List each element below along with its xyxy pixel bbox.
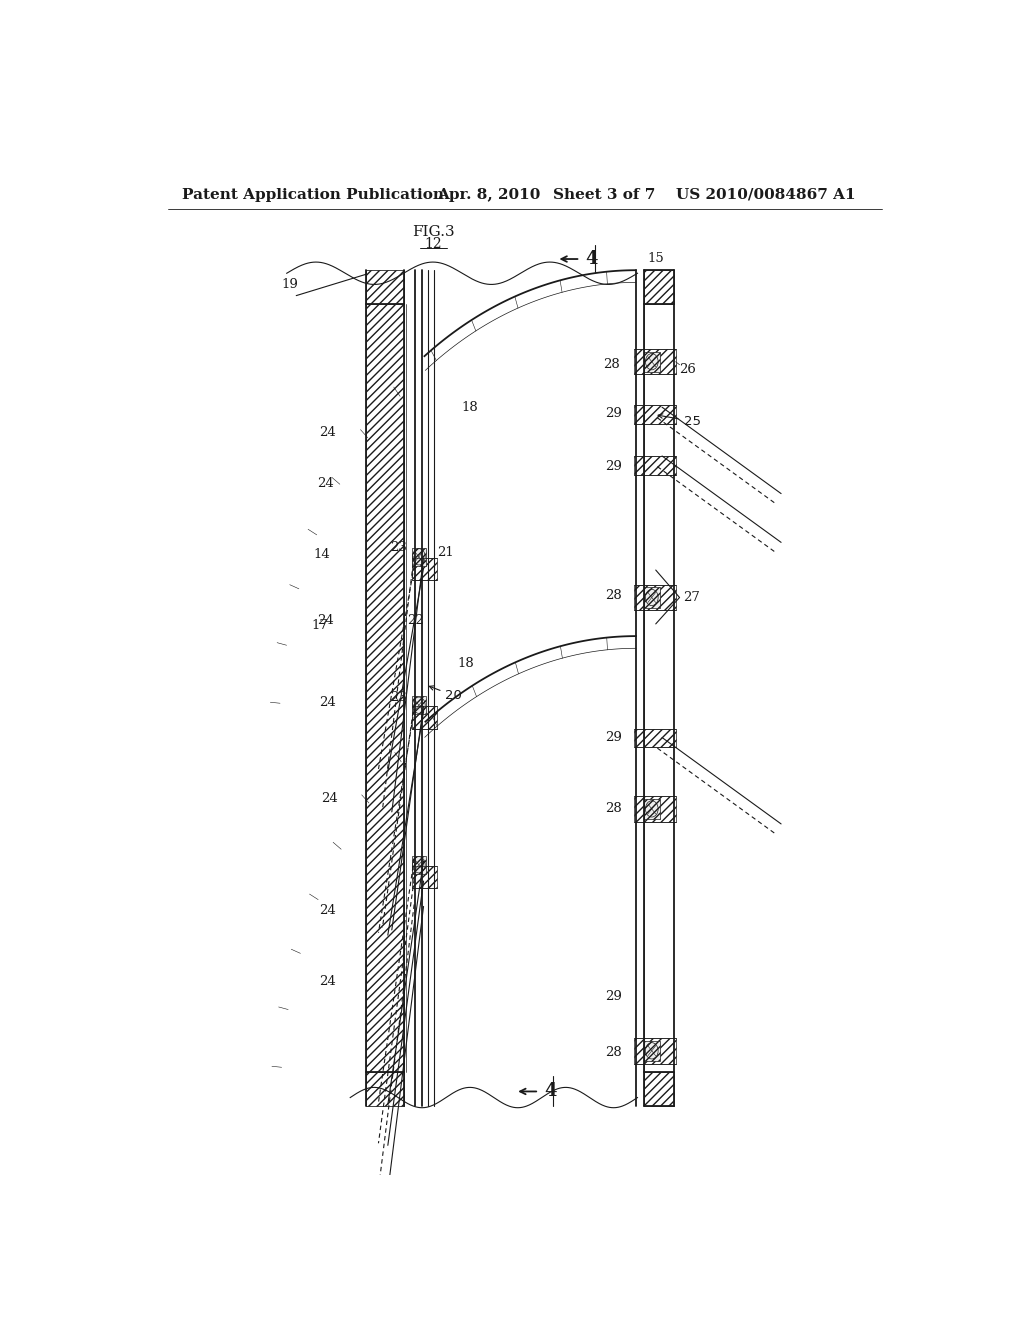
Text: 23: 23 (390, 541, 407, 554)
Text: 24: 24 (319, 426, 336, 440)
Text: 28: 28 (605, 589, 622, 602)
Text: 22: 22 (408, 614, 424, 627)
Bar (412, 696, 426, 714)
Bar (412, 855, 426, 874)
Text: 25: 25 (658, 413, 700, 428)
Bar (644, 1040, 659, 1061)
Text: 14: 14 (313, 548, 331, 561)
Text: 24: 24 (317, 614, 334, 627)
Text: 4: 4 (585, 249, 598, 268)
Text: 19: 19 (282, 279, 299, 290)
Bar (644, 587, 659, 607)
Text: 29: 29 (605, 407, 622, 420)
Text: 18: 18 (458, 657, 474, 671)
Bar (634, 348, 676, 375)
Bar (634, 1038, 676, 1064)
Text: 12: 12 (425, 236, 442, 251)
Text: 24: 24 (319, 696, 336, 709)
Bar (634, 729, 676, 747)
Text: 18: 18 (461, 401, 478, 414)
Text: 21: 21 (437, 546, 455, 560)
Bar (634, 457, 676, 474)
Bar (634, 405, 676, 424)
Text: 29: 29 (605, 459, 622, 473)
Text: 24: 24 (317, 477, 334, 490)
Bar (634, 585, 676, 610)
Text: 15: 15 (648, 252, 665, 264)
Text: Patent Application Publication: Patent Application Publication (182, 187, 444, 202)
Text: Sheet 3 of 7: Sheet 3 of 7 (553, 187, 655, 202)
Bar (367, 271, 404, 304)
Text: 24: 24 (319, 975, 336, 989)
Text: 26: 26 (680, 363, 696, 376)
Text: Apr. 8, 2010: Apr. 8, 2010 (437, 187, 541, 202)
Text: 4: 4 (544, 1082, 556, 1101)
Text: US 2010/0084867 A1: US 2010/0084867 A1 (676, 187, 855, 202)
Text: 27: 27 (684, 591, 700, 605)
Text: FIG.3: FIG.3 (413, 224, 455, 239)
Text: 17: 17 (312, 619, 329, 632)
Bar (634, 796, 676, 821)
Text: 23: 23 (390, 690, 407, 704)
Text: 28: 28 (603, 358, 620, 371)
Text: 24: 24 (319, 904, 336, 917)
Bar (644, 1072, 674, 1106)
Bar (644, 351, 659, 372)
Bar (412, 558, 436, 581)
Text: 24: 24 (322, 792, 338, 805)
Text: 29: 29 (605, 990, 622, 1003)
Bar (644, 271, 674, 304)
Bar (367, 271, 404, 1106)
Text: 20: 20 (429, 686, 462, 702)
Bar (644, 799, 659, 818)
Bar (412, 548, 426, 566)
Bar (412, 866, 436, 888)
Bar (367, 1072, 404, 1106)
Text: 28: 28 (605, 1047, 622, 1060)
Bar (412, 706, 436, 729)
Text: 28: 28 (605, 803, 622, 816)
Text: 29: 29 (605, 731, 622, 744)
